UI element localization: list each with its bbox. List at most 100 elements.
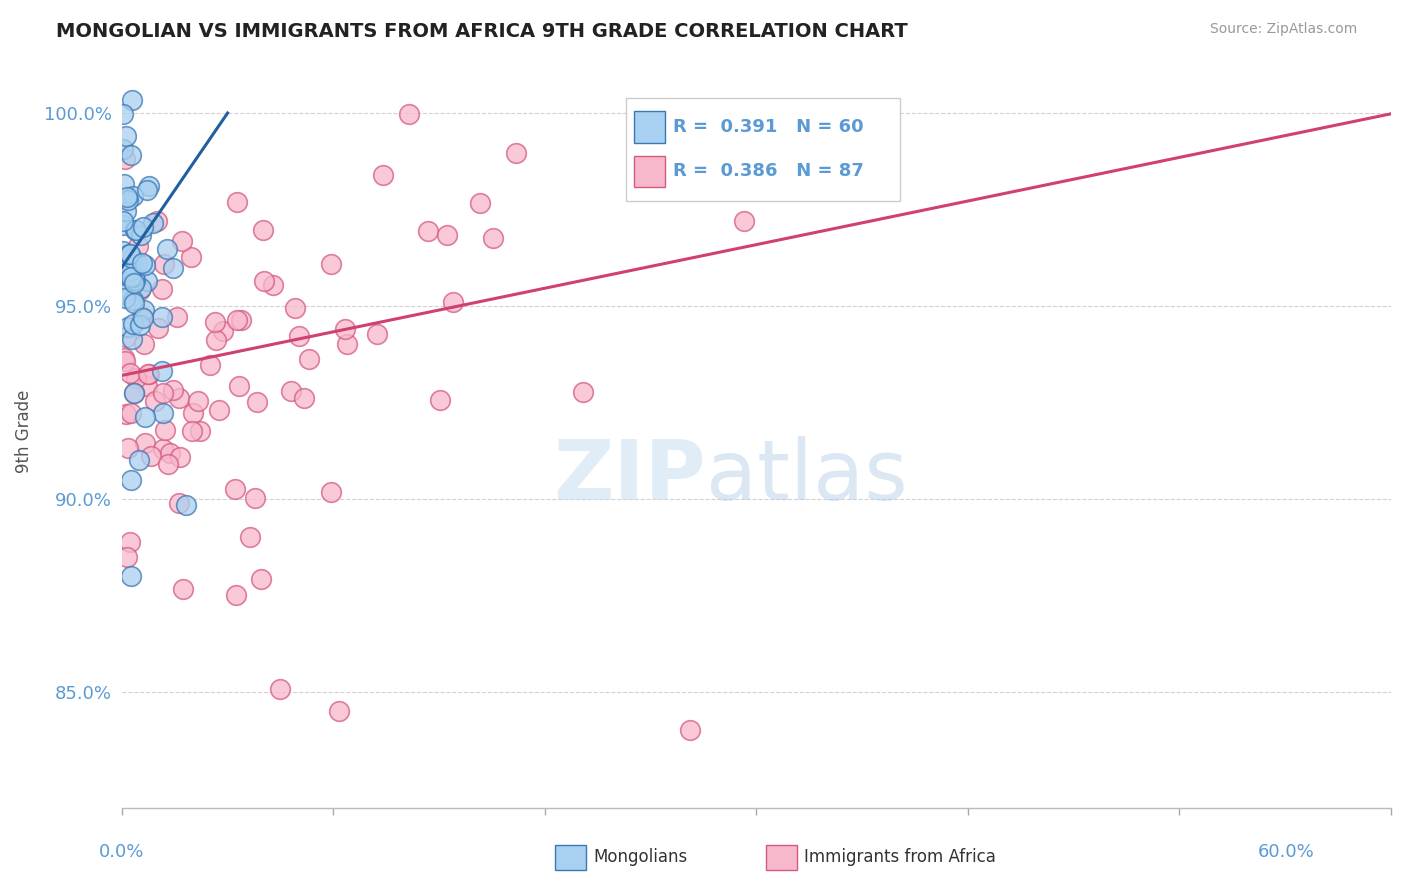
Point: [114, 354, 136, 368]
Point: [132, 220, 155, 235]
Point: [166, 310, 188, 325]
Point: [252, 274, 274, 288]
Point: [280, 384, 302, 398]
Point: [112, 351, 135, 365]
Point: [239, 531, 262, 545]
Point: [121, 258, 143, 272]
Point: [118, 367, 141, 381]
Point: [112, 107, 135, 121]
Point: [162, 260, 184, 275]
Point: [138, 179, 160, 194]
Point: [733, 214, 755, 228]
Point: [146, 213, 169, 227]
Point: [136, 368, 159, 382]
Point: [153, 423, 176, 437]
Point: [321, 484, 343, 499]
Point: [181, 425, 204, 439]
Point: [204, 316, 226, 330]
Point: [287, 328, 309, 343]
Point: [111, 286, 134, 301]
Point: [115, 261, 138, 276]
Y-axis label: 9th Grade: 9th Grade: [15, 390, 32, 473]
Point: [122, 386, 145, 401]
Point: [292, 391, 315, 405]
Point: [418, 224, 440, 238]
Point: [127, 257, 149, 271]
Point: [188, 424, 211, 438]
Point: [228, 378, 250, 392]
Point: [145, 394, 167, 409]
Point: [118, 247, 141, 261]
Point: [505, 145, 527, 160]
Text: R =  0.391   N = 60: R = 0.391 N = 60: [673, 118, 865, 136]
Point: [122, 317, 145, 331]
Point: [571, 385, 593, 400]
Text: 60.0%: 60.0%: [1258, 843, 1315, 861]
Point: [125, 223, 148, 237]
Point: [129, 227, 152, 242]
Point: [112, 142, 135, 156]
Point: [138, 367, 160, 381]
Text: ZIP: ZIP: [553, 436, 706, 517]
Point: [129, 283, 152, 297]
Point: [124, 295, 146, 310]
Point: [134, 435, 156, 450]
Point: [262, 278, 284, 293]
Point: [120, 147, 142, 161]
Point: [205, 333, 228, 347]
Point: [225, 588, 247, 602]
Point: [167, 391, 190, 405]
Point: [321, 257, 343, 271]
Point: [122, 386, 145, 401]
Text: Immigrants from Africa: Immigrants from Africa: [804, 848, 995, 866]
Point: [124, 273, 146, 287]
Point: [366, 326, 388, 341]
Point: [212, 324, 235, 338]
Point: [181, 406, 204, 420]
Point: [172, 235, 194, 249]
Point: [114, 153, 136, 167]
Point: [111, 214, 134, 228]
Point: [482, 230, 505, 244]
Point: [121, 189, 143, 203]
Point: [243, 491, 266, 506]
Point: [249, 572, 271, 586]
Point: [167, 496, 190, 510]
Point: [129, 318, 152, 333]
Point: [187, 393, 209, 408]
Text: atlas: atlas: [706, 436, 907, 517]
Point: [129, 281, 152, 295]
Point: [328, 704, 350, 718]
Point: [127, 238, 149, 252]
Point: [398, 107, 420, 121]
Point: [141, 449, 163, 463]
Point: [125, 371, 148, 385]
Point: [152, 257, 174, 271]
Point: [152, 310, 174, 324]
Point: [335, 322, 357, 336]
Point: [118, 247, 141, 261]
Point: [134, 258, 156, 272]
Point: [156, 242, 179, 256]
Point: [124, 276, 146, 290]
Point: [115, 253, 138, 268]
Point: [246, 395, 269, 409]
Point: [131, 310, 153, 324]
Point: [441, 295, 464, 310]
Point: [336, 336, 359, 351]
Point: [131, 310, 153, 324]
Point: [117, 441, 139, 455]
Point: [136, 274, 159, 288]
Point: [121, 293, 143, 307]
Point: [131, 256, 153, 270]
Point: [124, 269, 146, 284]
Point: [115, 129, 138, 144]
Point: [142, 216, 165, 230]
Point: [128, 453, 150, 467]
Point: [132, 337, 155, 351]
Point: [132, 302, 155, 317]
Point: [436, 227, 458, 242]
Point: [429, 393, 451, 408]
Point: [176, 498, 198, 512]
Point: [269, 681, 291, 696]
